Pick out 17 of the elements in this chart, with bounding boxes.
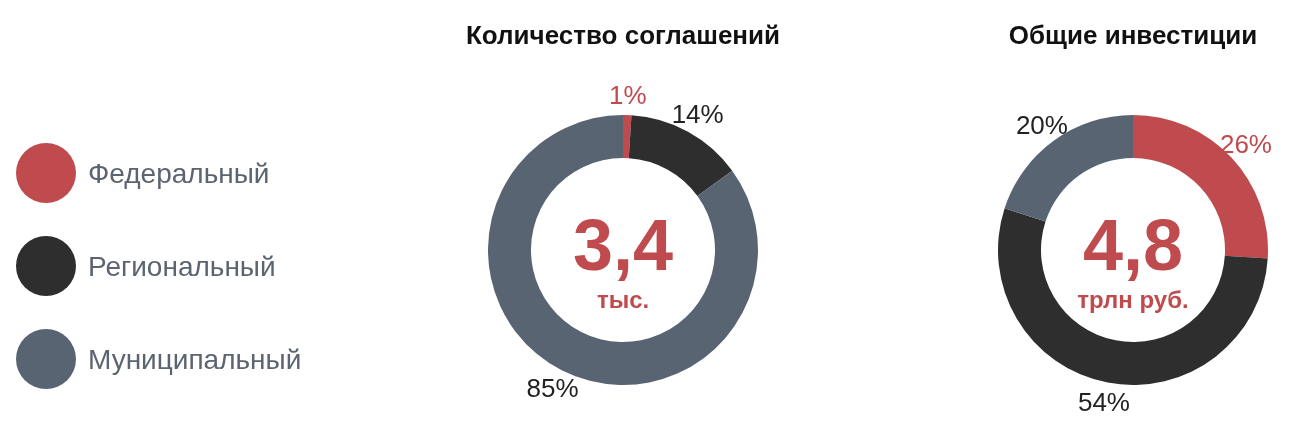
chart-title: Общие инвестиции (1008, 20, 1258, 50)
legend-label: Федеральный (88, 157, 270, 189)
donut-slice (998, 208, 1268, 385)
data-label: 20% (1015, 109, 1068, 140)
chart-title: Количество соглашений (465, 20, 781, 50)
text: трлн руб. (1077, 286, 1189, 313)
data-label: 85% (526, 373, 579, 404)
donut-slice (623, 115, 632, 159)
legend-label: Муниципальный (88, 343, 302, 375)
text: тыс. (596, 286, 650, 313)
data-label: 14% (671, 99, 724, 130)
data-label: 26% (1219, 129, 1273, 159)
data-label: 1% (609, 80, 647, 111)
data-label: 54% (1077, 387, 1130, 418)
legend-label: Региональный (88, 250, 276, 282)
text: 3,4 (572, 205, 674, 285)
text: 4,8 (1082, 205, 1184, 285)
